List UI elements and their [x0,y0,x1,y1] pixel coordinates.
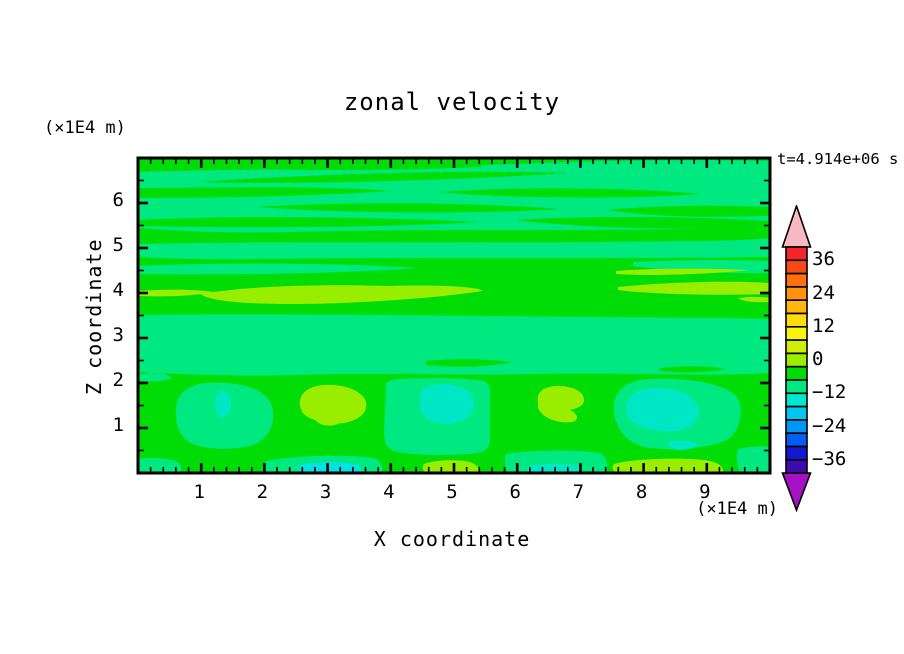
x-tick-label: 6 [509,481,521,503]
field-main-negative-band [138,314,770,382]
z-tick-label: 6 [112,189,124,211]
x-axis-title: X coordinate [373,527,531,551]
colorbar-segment [785,392,808,408]
x-axis-unit-label: (×1E4 m) [696,499,778,519]
z-tick-label: 3 [112,324,124,346]
contour-plot [136,156,772,475]
x-tick-label: 3 [319,481,332,503]
plot-title: zonal velocity [343,88,561,116]
colorbar-label: −36 [812,447,847,470]
z-tick-label: 1 [112,414,124,436]
x-tick-label: 2 [256,481,269,503]
colorbar-segment [785,299,808,315]
colorbar-segment [785,352,808,368]
colorbar-segment [785,286,808,302]
colorbar-segment [785,379,808,395]
x-tick-label: 9 [699,481,711,503]
colorbar-label: 36 [812,248,835,271]
z-tick-label: 4 [112,279,124,301]
colorbar-segment [785,326,808,341]
colorbar-segment [785,312,808,328]
time-annotation: t=4.914e+06 s [777,150,899,168]
colorbar-segment [785,259,808,275]
x-tick-label: 8 [635,481,648,503]
field-upper-streaky-band [138,158,770,275]
colorbar-over-arrow [781,205,812,248]
field-positive-streaks [138,268,770,304]
colorbar-segment [785,459,808,474]
colorbar-segment [785,432,808,448]
z-tick-label: 5 [112,234,124,256]
colorbar [781,205,812,513]
colorbar-segment [785,272,808,288]
colorbar-label: 12 [812,314,835,337]
x-tick-label: 1 [193,481,205,503]
colorbar-label: 24 [812,281,835,304]
x-tick-label: 5 [446,481,458,503]
plot-frame [136,156,772,475]
colorbar-under-arrow [781,472,812,513]
colorbar-segment [785,246,808,262]
colorbar-label: 0 [812,348,824,371]
colorbar-label: −24 [812,414,847,437]
z-tick-label: 2 [112,369,124,391]
x-tick-label: 7 [572,481,585,503]
colorbar-segment [785,339,808,355]
x-tick-label: 4 [383,481,395,503]
colorbar-segment [785,405,808,421]
colorbar-segment [785,419,808,434]
z-axis-unit-label: (×1E4 m) [44,118,126,138]
colorbar-segment [785,445,808,461]
colorbar-label: −12 [812,381,847,404]
colorbar-segment [785,365,808,381]
